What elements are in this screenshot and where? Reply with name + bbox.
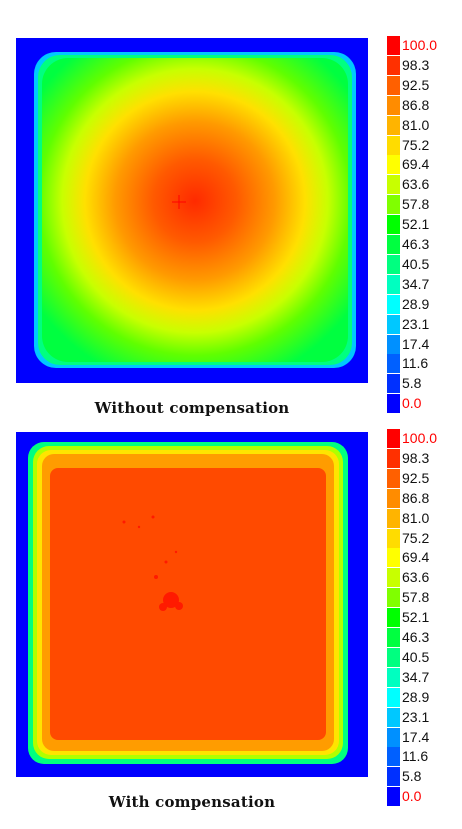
colorbar-tick-label: 57.8 bbox=[402, 196, 430, 213]
heatmap-without-compensation-svg bbox=[16, 38, 368, 383]
colorbar-tick-label: 63.6 bbox=[402, 176, 430, 193]
intensity-plateau bbox=[50, 468, 326, 740]
colorbar-swatch bbox=[387, 747, 400, 767]
colorbar-tick-label: 11.6 bbox=[402, 355, 429, 372]
colorbar-tick-label: 5.8 bbox=[402, 768, 422, 785]
colorbar-swatch bbox=[387, 155, 400, 175]
colorbar-swatch bbox=[387, 235, 400, 254]
colorbar-swatch bbox=[387, 588, 400, 608]
colorbar-tick-label: 0.0 bbox=[402, 395, 422, 412]
colorbar-swatch bbox=[387, 488, 400, 508]
colorbar-bottom: 100.0 98.3 92.5 86.8 81.0 75.2 69.4 63.6 57.8 52.… bbox=[383, 429, 453, 808]
colorbar-tick-label: 34.7 bbox=[402, 275, 430, 292]
colorbar-tick-label: 52.1 bbox=[402, 609, 430, 626]
colorbar-tick-label: 75.2 bbox=[402, 136, 430, 153]
colorbar-swatch bbox=[387, 448, 400, 468]
colorbar-swatch bbox=[387, 687, 400, 707]
colorbar-tick-label: 17.4 bbox=[402, 728, 430, 745]
colorbar-tick-label: 100.0 bbox=[402, 37, 438, 53]
center-crosshair bbox=[172, 195, 186, 209]
colorbar-tick-label: 46.3 bbox=[402, 236, 430, 252]
colorbar-tick-label: 86.8 bbox=[402, 96, 430, 113]
colorbar-swatch bbox=[387, 468, 400, 488]
colorbar-swatch bbox=[387, 36, 400, 55]
colorbar-tick-label: 98.3 bbox=[402, 449, 430, 466]
colorbar-swatch bbox=[387, 135, 400, 155]
colorbar-swatch bbox=[387, 95, 400, 115]
heatmap-with-compensation-svg bbox=[16, 432, 368, 777]
colorbar-swatch bbox=[387, 548, 400, 568]
colorbar-tick-label: 57.8 bbox=[402, 589, 430, 606]
colorbar-swatch bbox=[387, 115, 400, 135]
colorbar-swatch bbox=[387, 429, 400, 448]
colorbar-tick-label: 40.5 bbox=[402, 648, 430, 665]
colorbar-tick-label: 28.9 bbox=[402, 295, 430, 312]
caption-with-compensation: With compensation bbox=[108, 793, 276, 811]
colorbar-tick-label: 81.0 bbox=[402, 116, 430, 133]
caption-without-compensation: Without compensation bbox=[94, 399, 290, 417]
heatmap-without-compensation bbox=[16, 38, 368, 383]
colorbar-swatch bbox=[387, 707, 400, 727]
colorbar-swatch bbox=[387, 667, 400, 687]
colorbar-tick-label: 69.4 bbox=[402, 549, 430, 566]
heatmap-with-compensation bbox=[16, 432, 368, 777]
colorbar-tick-label: 34.7 bbox=[402, 668, 430, 685]
colorbar-swatch bbox=[387, 508, 400, 528]
colorbar-swatch bbox=[387, 727, 400, 747]
colorbar-tick-label: 52.1 bbox=[402, 216, 430, 233]
colorbar-swatch bbox=[387, 294, 400, 314]
colorbar-swatch bbox=[387, 334, 400, 354]
intensity-field bbox=[42, 58, 348, 362]
colorbar-swatch bbox=[387, 628, 400, 647]
colorbar-top: 100.0 98.3 92.5 86.8 81.0 75.2 69.4 63.6 57.8 52.… bbox=[383, 36, 453, 415]
colorbar-swatch bbox=[387, 787, 400, 807]
colorbar-tick-label: 98.3 bbox=[402, 56, 430, 73]
colorbar-tick-label: 23.1 bbox=[402, 315, 430, 332]
colorbar-swatch bbox=[387, 374, 400, 394]
colorbar-swatch bbox=[387, 528, 400, 548]
colorbar-swatch bbox=[387, 394, 400, 414]
colorbar-swatch bbox=[387, 254, 400, 274]
speckle-cluster bbox=[122, 515, 183, 611]
colorbar-tick-label: 5.8 bbox=[402, 375, 422, 392]
colorbar-swatch bbox=[387, 354, 400, 374]
colorbar-tick-label: 81.0 bbox=[402, 509, 430, 526]
colorbar-tick-label: 92.5 bbox=[402, 469, 430, 486]
colorbar-tick-label: 11.6 bbox=[402, 748, 429, 765]
colorbar-tick-label: 69.4 bbox=[402, 156, 430, 173]
colorbar-tick-label: 0.0 bbox=[402, 788, 422, 805]
colorbar-swatch bbox=[387, 215, 400, 235]
colorbar-tick-label: 46.3 bbox=[402, 629, 430, 645]
colorbar-swatch bbox=[387, 314, 400, 334]
colorbar-swatch bbox=[387, 767, 400, 787]
colorbar-swatch bbox=[387, 175, 400, 195]
colorbar-tick-label: 86.8 bbox=[402, 489, 430, 506]
colorbar-swatch bbox=[387, 195, 400, 215]
colorbar-tick-label: 23.1 bbox=[402, 708, 430, 725]
colorbar-swatch bbox=[387, 75, 400, 95]
colorbar-tick-label: 92.5 bbox=[402, 76, 430, 93]
colorbar-swatch bbox=[387, 568, 400, 588]
colorbar-tick-label: 75.2 bbox=[402, 529, 430, 546]
colorbar-swatch bbox=[387, 647, 400, 667]
colorbar-tick-label: 28.9 bbox=[402, 688, 430, 705]
colorbar-tick-label: 100.0 bbox=[402, 430, 438, 446]
colorbar-tick-label: 17.4 bbox=[402, 335, 430, 352]
colorbar-tick-label: 63.6 bbox=[402, 569, 430, 586]
colorbar-tick-label: 40.5 bbox=[402, 255, 430, 272]
colorbar-swatch bbox=[387, 274, 400, 294]
colorbar-swatch bbox=[387, 55, 400, 75]
colorbar-swatch bbox=[387, 608, 400, 628]
